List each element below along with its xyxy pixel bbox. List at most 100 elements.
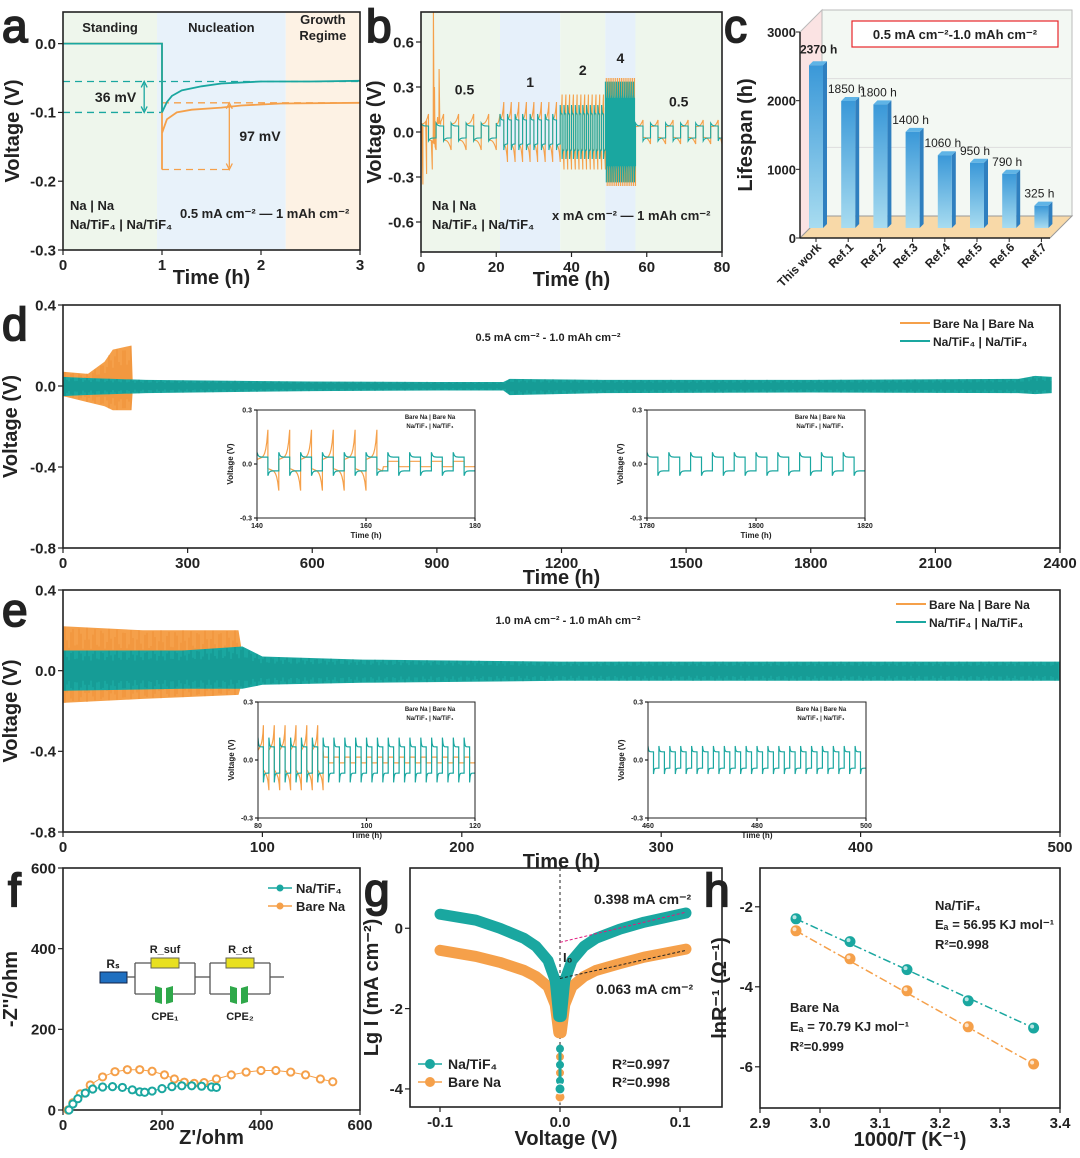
panel-letter: c <box>724 0 747 52</box>
bar-top <box>970 158 988 163</box>
x-axis-label: Time (h) <box>741 531 772 540</box>
nyquist-point <box>140 1087 150 1097</box>
x-tick-label: 0 <box>417 259 425 276</box>
bar-side <box>1048 201 1053 228</box>
plot-area <box>63 626 1060 703</box>
oscillation-texture <box>63 647 1058 691</box>
data-point <box>844 936 856 948</box>
resistor-block <box>225 957 255 969</box>
plot-area <box>421 12 722 187</box>
x-tick-label: 80 <box>254 823 262 830</box>
x-tick-label: 3.2 <box>930 1115 951 1132</box>
fit-line <box>795 918 1034 1029</box>
resistor-block <box>150 957 180 969</box>
plot-area <box>63 42 360 171</box>
x-tick-label: 3 <box>356 257 364 274</box>
r2-bare-na: R²=0.998 <box>612 1074 670 1090</box>
circuit-label-rs: Rₛ <box>106 957 120 971</box>
bar-ref-4 <box>937 155 952 228</box>
inset-legend-bare-na: Bare Na | Bare Na <box>795 415 846 421</box>
bar-top <box>873 100 892 105</box>
nyquist-point <box>211 1082 222 1093</box>
bar-side <box>823 61 827 229</box>
point-highlight <box>903 987 908 992</box>
x-tick-label: 300 <box>649 839 674 856</box>
x-axis-label: Z'/ohm <box>179 1127 244 1149</box>
circuit-label-rct: R_ct <box>228 944 252 956</box>
y-tick-label: -0.1 <box>30 105 56 122</box>
region-background <box>157 12 286 250</box>
floor <box>798 215 1074 239</box>
y-tick-label: -0.2 <box>30 173 56 190</box>
x-tick-label: 100 <box>250 839 275 856</box>
cpe-plate <box>230 986 237 1004</box>
fit-line <box>795 930 1034 1065</box>
y-axis-label: Voltage (V) <box>616 443 625 485</box>
x-tick-label: 160 <box>360 523 372 530</box>
x-tick-label: 200 <box>449 839 474 856</box>
series-line-na <box>63 42 360 170</box>
y-tick-label: -0.8 <box>30 824 56 841</box>
x-tick-label: 140 <box>251 523 263 530</box>
point-highlight <box>792 915 797 920</box>
rate-label: 0.5 <box>669 94 689 110</box>
panel-d-cycling-chart: Bare Na | Bare Na Na/TiF₄ | Na/TiF₄ 0.5 mA… <box>0 297 1077 589</box>
inset-legend-na-tif4: Na/TiF₄ | Na/TiF₄ <box>797 716 844 722</box>
data-point <box>844 953 856 965</box>
y-tick-label: 0.0 <box>393 124 414 141</box>
legend-label: Bare Na <box>448 1074 501 1090</box>
x-tick-label: 460 <box>642 823 654 830</box>
plot-frame <box>759 867 1061 1109</box>
series-label: Bare Na <box>790 1000 840 1015</box>
bar-this-work <box>809 65 823 228</box>
circuit-label-cpe2: CPE₂ <box>226 1011 254 1023</box>
category-label: Ref.6 <box>987 240 1018 271</box>
x-axis-label: Time (h) <box>351 531 382 540</box>
x-tick-label: 3.0 <box>810 1115 831 1132</box>
plot-frame <box>62 867 361 1111</box>
bar-ref-6 <box>1002 173 1017 228</box>
plot-frame <box>62 589 1061 833</box>
bar-ref-2 <box>873 104 888 228</box>
r-squared: R²=0.999 <box>790 1039 844 1054</box>
panel-letter: b <box>366 0 392 52</box>
panel-g-tafel-chart: 0.398 mA cm⁻² 0.063 mA cm⁻² I₀ R²=0.997 R²=0… <box>361 863 723 1150</box>
nyquist-point <box>107 1082 118 1092</box>
circuit-label-rsuf: R_suf <box>150 944 181 956</box>
bar-ref-7 <box>1034 205 1049 228</box>
y-tick-label: -2 <box>390 1001 403 1018</box>
plot-frame <box>409 867 723 1108</box>
inset-legend-na-tif4: Na/TiF₄ | Na/TiF₄ <box>406 716 453 722</box>
y-tick-label: -0.3 <box>388 169 414 186</box>
x-tick-label: 120 <box>469 823 481 830</box>
y-tick-label: -4 <box>740 979 754 996</box>
y-tick-label: -0.4 <box>30 744 57 761</box>
point-highlight <box>964 1023 969 1028</box>
x-tick-label: 3.1 <box>870 1115 891 1132</box>
cpe-plate <box>241 986 248 1004</box>
x-tick-label: 900 <box>424 555 449 572</box>
fit-line-bare-na <box>559 949 687 979</box>
data-point <box>962 995 974 1007</box>
tafel-curve <box>434 907 692 1023</box>
legend-label: Na/TiF₄ <box>448 1056 497 1072</box>
rate-label: 2 <box>579 62 587 78</box>
x-tick-label: 0 <box>59 1117 67 1134</box>
bar-ref-5 <box>970 162 984 228</box>
legend-marker <box>276 884 284 892</box>
condition-box <box>851 20 1059 48</box>
nyquist-point <box>300 1070 311 1080</box>
x-tick-label: 180 <box>469 523 481 530</box>
x-tick-label: 40 <box>563 259 580 276</box>
bar-value-label: 2370 h <box>800 42 837 56</box>
r2-na-tif4: R²=0.997 <box>612 1056 670 1072</box>
panel-f-nyquist-chart: 0 200 400 600 0 200 400 600 Z'/ohm -Z''/ohm Na/TiF… <box>0 860 373 1149</box>
tafel-point <box>556 1044 564 1053</box>
y-tick-label: 0.4 <box>35 582 57 599</box>
nyquist-point <box>80 1088 90 1098</box>
legend-label: Bare Na <box>296 899 346 914</box>
tafel-point <box>556 1076 564 1085</box>
inset-chart: 1780 1800 1820 -0.3 0.0 0.3 Time (h) Voltage (V… <box>616 407 873 540</box>
